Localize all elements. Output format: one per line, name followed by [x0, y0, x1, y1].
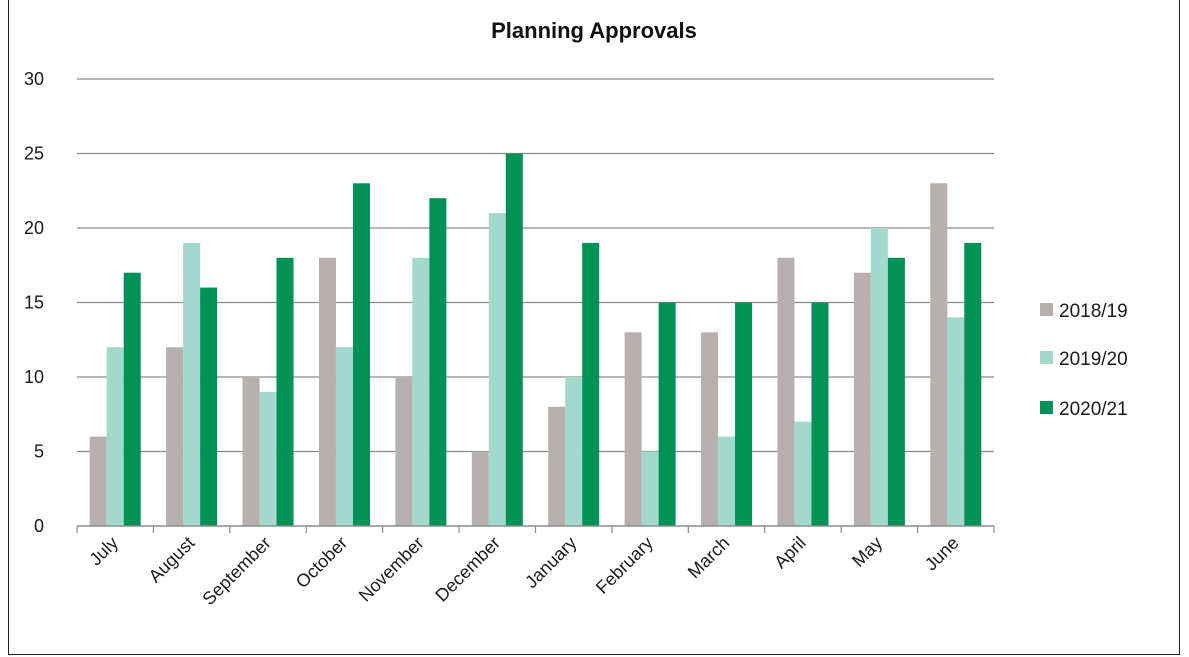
- x-tick-label: December: [431, 533, 504, 606]
- x-tick-label: January: [521, 533, 580, 592]
- bar: [335, 347, 353, 526]
- legend-label: 2020/21: [1059, 399, 1128, 420]
- bar: [89, 436, 107, 526]
- bar: [183, 242, 201, 526]
- bar: [947, 317, 965, 526]
- chart-title: Planning Approvals: [491, 18, 697, 43]
- bar: [471, 451, 489, 526]
- bar: [794, 421, 812, 526]
- bar: [777, 257, 795, 526]
- bar: [352, 183, 370, 527]
- bar: [582, 242, 600, 526]
- bar: [701, 332, 719, 526]
- bar: [548, 406, 566, 526]
- bar: [123, 272, 141, 526]
- x-tick-label: September: [198, 533, 274, 609]
- bar: [242, 377, 260, 526]
- bar: [624, 332, 642, 526]
- x-tick-label: April: [770, 533, 810, 573]
- y-tick-label: 20: [24, 218, 44, 238]
- y-tick-label: 0: [34, 516, 44, 536]
- x-tick-label: June: [921, 533, 963, 575]
- gridlines: [77, 78, 994, 453]
- legend-label: 2018/19: [1059, 301, 1128, 322]
- legend-label: 2019/20: [1059, 349, 1128, 370]
- bar: [887, 257, 905, 526]
- y-tick-label: 15: [24, 293, 44, 313]
- legend-swatch: [1040, 351, 1053, 364]
- bar: [930, 183, 948, 527]
- bar: [658, 302, 676, 526]
- x-tick-label: October: [292, 533, 351, 592]
- bar: [395, 377, 413, 526]
- bar: [735, 302, 753, 526]
- bar: [853, 272, 871, 526]
- y-tick-label: 30: [24, 69, 44, 89]
- bar: [641, 451, 659, 526]
- x-tick-label: November: [355, 533, 428, 606]
- x-tick-label: August: [145, 533, 199, 587]
- y-tick-label: 5: [34, 442, 44, 462]
- bar: [412, 257, 430, 526]
- bar: [318, 257, 336, 526]
- bar: [106, 347, 124, 526]
- x-tick-label: February: [592, 533, 657, 598]
- y-tick-label: 25: [24, 144, 44, 164]
- bar: [505, 153, 523, 526]
- bar: [429, 198, 447, 526]
- bar: [718, 436, 736, 526]
- y-tick-label: 10: [24, 367, 44, 387]
- bar: [811, 302, 829, 526]
- bar: [276, 257, 294, 526]
- legend-swatch: [1040, 303, 1053, 316]
- legend: 2018/19 2019/20 2020/21: [1040, 301, 1128, 420]
- bar: [259, 391, 277, 526]
- bar: [200, 287, 218, 526]
- bar: [964, 242, 982, 526]
- bar: [166, 347, 184, 526]
- legend-swatch: [1040, 401, 1053, 414]
- x-tick-label: May: [848, 533, 886, 571]
- x-tick-label: July: [85, 533, 122, 570]
- bar: [565, 377, 583, 526]
- x-tick-label: March: [684, 533, 734, 583]
- bar: [488, 213, 506, 526]
- bars: [89, 153, 982, 527]
- bar: [870, 228, 888, 526]
